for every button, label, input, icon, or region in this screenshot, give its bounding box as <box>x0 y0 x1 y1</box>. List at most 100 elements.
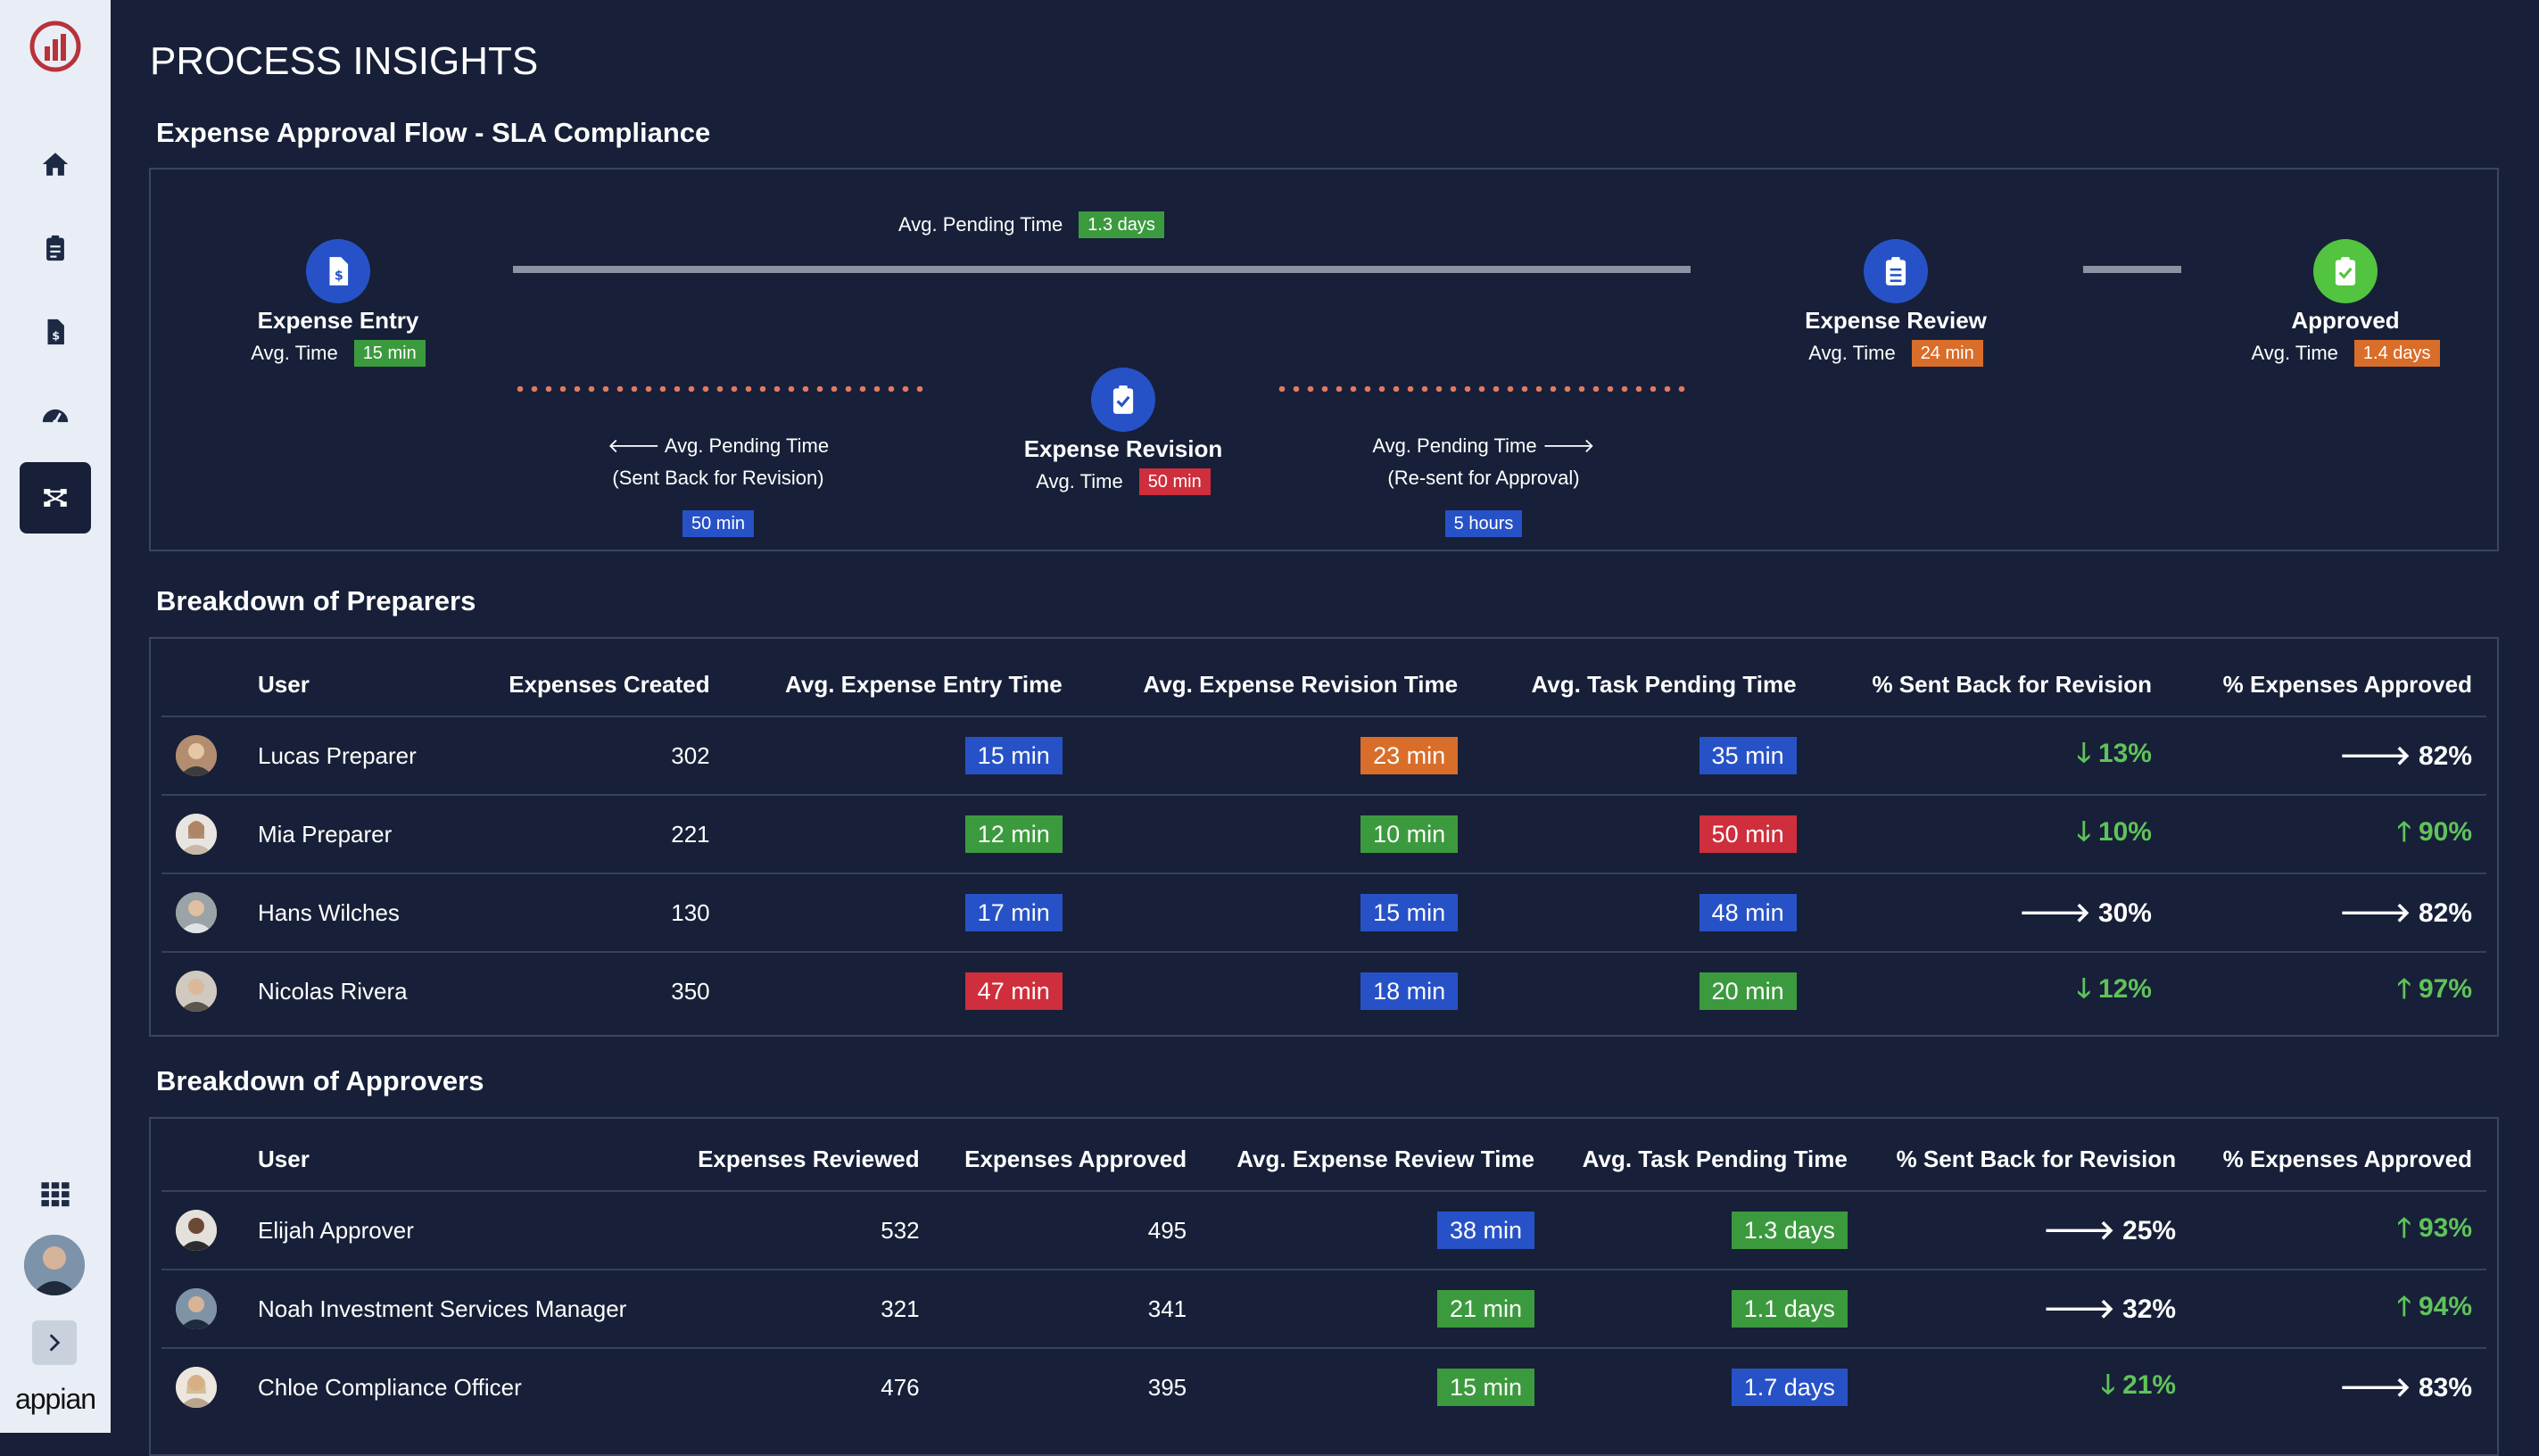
sent-back-label: 🡐 Avg. Pending Time (Sent Back for Revis… <box>575 430 861 539</box>
svg-text:$: $ <box>52 330 60 343</box>
user-name[interactable]: Nicolas Rivera <box>244 951 459 1030</box>
resent-label: Avg. Pending Time 🡒 (Re-sent for Approva… <box>1341 430 1626 539</box>
user-name[interactable]: Noah Investment Services Manager <box>244 1269 667 1348</box>
table-row[interactable]: Chloe Compliance Officer 476 395 15 min … <box>161 1347 2486 1426</box>
svg-text:$: $ <box>335 269 343 284</box>
arrow-down-icon: 🡓 <box>2077 973 2098 1004</box>
apps-grid-icon[interactable] <box>20 1158 91 1229</box>
col-header[interactable]: % Expenses Approved <box>2222 1145 2472 1172</box>
col-header[interactable]: Expenses Approved <box>964 1145 1187 1172</box>
col-header[interactable]: % Expenses Approved <box>2222 670 2472 698</box>
brand-logo: appian <box>14 1383 96 1415</box>
arrow-up-icon: 🡑 <box>2397 1212 2419 1243</box>
col-header[interactable]: Avg. Task Pending Time <box>1582 1145 1848 1172</box>
col-header[interactable]: Avg. Expense Review Time <box>1236 1145 1535 1172</box>
table-header-row: User Expenses Created Avg. Expense Entry… <box>161 653 2486 716</box>
arrow-up-icon: 🡑 <box>2397 973 2419 1004</box>
approvers-section-title: Breakdown of Approvers <box>156 1065 484 1096</box>
status-badge: 10 min <box>1360 815 1459 853</box>
node-expense-entry[interactable]: $ Expense Entry Avg. Time 15 min <box>204 239 472 367</box>
user-name[interactable]: Chloe Compliance Officer <box>244 1347 667 1426</box>
status-badge: 12 min <box>964 815 1063 853</box>
app-logo[interactable] <box>29 20 82 73</box>
sidebar: $ appian <box>0 0 111 1433</box>
dashboard-gauge-icon[interactable] <box>20 380 91 451</box>
expense-document-icon: $ <box>306 239 370 303</box>
status-badge: 1.7 days <box>1731 1369 1848 1406</box>
chevron-right-icon <box>49 1334 61 1352</box>
arrow-down-icon: 🡓 <box>2101 1369 2123 1400</box>
table-row[interactable]: Lucas Preparer 302 15 min 23 min 35 min … <box>161 716 2486 795</box>
avatar <box>176 1367 217 1408</box>
approval-flow-panel: Avg. Pending Time 1.3 days $ Expense Ent… <box>149 168 2499 551</box>
clipboard-check-icon <box>1091 368 1155 432</box>
arrow-right-icon: 🡒 <box>2043 1216 2123 1245</box>
clipboard-icon[interactable] <box>20 212 91 284</box>
status-badge: 15 min <box>1360 894 1459 931</box>
status-badge: 1.3 days <box>1731 1212 1848 1249</box>
top-pending-label: Avg. Pending Time 1.3 days <box>898 209 1164 241</box>
col-header[interactable]: Avg. Expense Entry Time <box>785 670 1063 698</box>
top-pending-badge: 1.3 days <box>1079 211 1164 238</box>
user-avatar[interactable] <box>24 1235 85 1295</box>
status-badge: 21 min <box>1436 1290 1535 1328</box>
status-badge: 23 min <box>1360 737 1459 774</box>
user-name[interactable]: Lucas Preparer <box>244 716 459 795</box>
col-header[interactable]: % Sent Back for Revision <box>1896 1145 2177 1172</box>
status-badge: 20 min <box>1699 972 1797 1010</box>
user-name[interactable]: Mia Preparer <box>244 794 459 873</box>
status-badge: 38 min <box>1436 1212 1535 1249</box>
arrow-right-icon: 🡒 <box>2019 898 2098 928</box>
table-header-row: User Expenses Reviewed Expenses Approved… <box>161 1128 2486 1191</box>
col-header[interactable]: User <box>258 1145 310 1172</box>
arrow-right-icon: 🡒 <box>1536 434 1595 457</box>
status-badge: 18 min <box>1360 972 1459 1010</box>
table-row[interactable]: Elijah Approver 532 495 38 min 1.3 days … <box>161 1190 2486 1270</box>
node-approved[interactable]: Approved Avg. Time 1.4 days <box>2212 239 2479 367</box>
main-content: PROCESS INSIGHTS Expense Approval Flow -… <box>111 0 2539 1456</box>
col-header[interactable]: Expenses Reviewed <box>698 1145 920 1172</box>
expense-document-icon[interactable]: $ <box>20 296 91 368</box>
node-expense-revision[interactable]: Expense Revision Avg. Time 50 min <box>989 368 1257 495</box>
status-badge: 48 min <box>1699 894 1797 931</box>
approvers-table: User Expenses Reviewed Expenses Approved… <box>161 1128 2486 1426</box>
user-name[interactable]: Hans Wilches <box>244 873 459 952</box>
arrow-down-icon: 🡓 <box>2077 816 2098 847</box>
page-title: PROCESS INSIGHTS <box>150 39 539 83</box>
user-name[interactable]: Elijah Approver <box>244 1190 667 1270</box>
expand-sidebar-button[interactable] <box>32 1320 77 1365</box>
table-row[interactable]: Noah Investment Services Manager 321 341… <box>161 1269 2486 1348</box>
flow-line-main <box>513 266 1691 273</box>
resent-badge: 5 hours <box>1444 510 1523 537</box>
arrow-up-icon: 🡑 <box>2397 816 2419 847</box>
avatar <box>176 1210 217 1251</box>
approvers-panel: User Expenses Reviewed Expenses Approved… <box>149 1117 2499 1456</box>
avatar <box>176 814 217 855</box>
approved-time-badge: 1.4 days <box>2353 340 2440 367</box>
col-header[interactable]: Avg. Expense Revision Time <box>1143 670 1459 698</box>
arrow-left-icon: 🡐 <box>607 434 665 457</box>
review-time-badge: 24 min <box>1911 340 1983 367</box>
col-header[interactable]: % Sent Back for Revision <box>1872 670 2152 698</box>
arrow-right-icon: 🡒 <box>2043 1295 2123 1324</box>
arrow-right-icon: 🡒 <box>2339 898 2419 928</box>
process-flow-icon[interactable] <box>20 462 91 534</box>
clipboard-check-icon <box>2313 239 2378 303</box>
status-badge: 15 min <box>1436 1369 1535 1406</box>
status-badge: 50 min <box>1699 815 1797 853</box>
arrow-right-icon: 🡒 <box>2339 741 2419 771</box>
arrow-up-icon: 🡑 <box>2397 1291 2419 1321</box>
clipboard-list-icon <box>1864 239 1928 303</box>
home-icon[interactable] <box>20 128 91 200</box>
node-expense-review[interactable]: Expense Review Avg. Time 24 min <box>1762 239 2030 367</box>
table-row[interactable]: Mia Preparer 221 12 min 10 min 50 min 🡓 … <box>161 794 2486 873</box>
table-row[interactable]: Nicolas Rivera 350 47 min 18 min 20 min … <box>161 951 2486 1030</box>
status-badge: 15 min <box>964 737 1063 774</box>
table-row[interactable]: Hans Wilches 130 17 min 15 min 48 min 🡒 … <box>161 873 2486 952</box>
col-header[interactable]: User <box>258 670 310 698</box>
revision-time-badge: 50 min <box>1138 468 1211 495</box>
entry-time-badge: 15 min <box>353 340 426 367</box>
col-header[interactable]: Expenses Created <box>509 670 710 698</box>
avatar <box>176 735 217 776</box>
col-header[interactable]: Avg. Task Pending Time <box>1531 670 1797 698</box>
